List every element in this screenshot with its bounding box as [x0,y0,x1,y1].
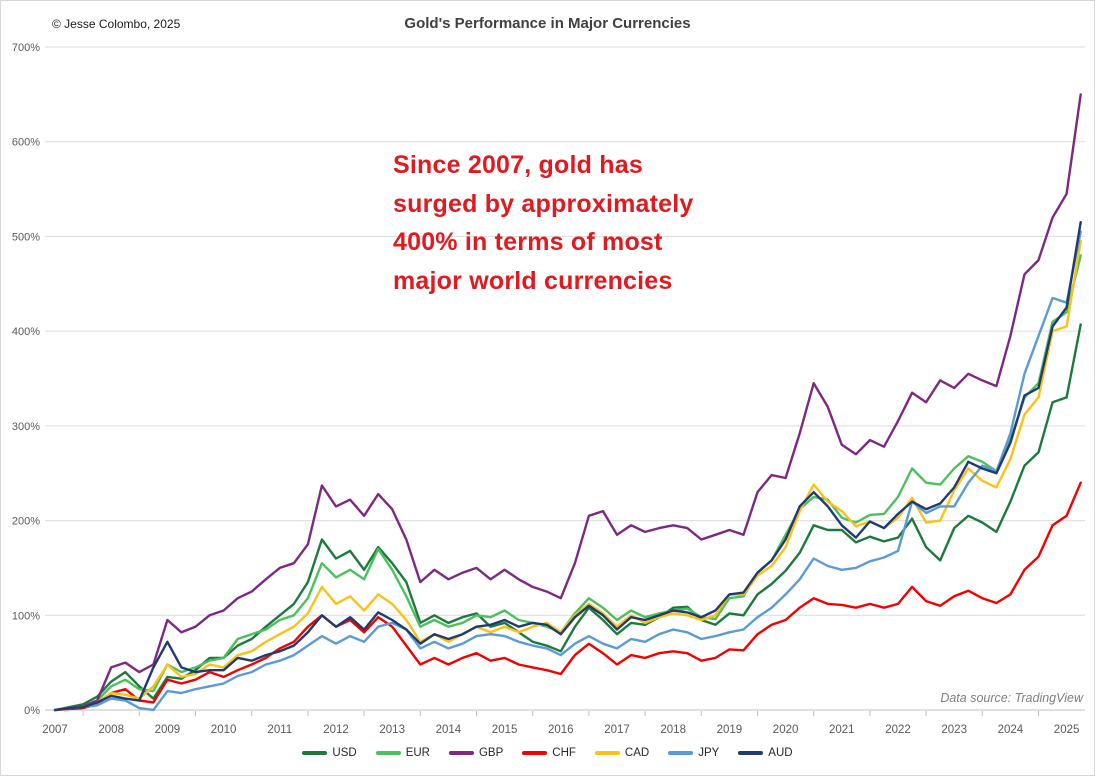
legend-swatch-JPY [668,751,694,755]
copyright-text: © Jesse Colombo, 2025 [52,17,181,31]
series-line-EUR [53,254,1082,712]
series-lines [53,93,1082,712]
y-tick-label: 700% [12,42,40,54]
x-tick-label: 2019 [717,724,743,736]
y-tick-label: 300% [12,421,40,433]
annotation-line-4: major world currencies [393,266,673,295]
y-tick-label: 500% [12,231,40,243]
x-tick-label: 2014 [436,724,462,736]
x-tick-label: 2024 [998,724,1024,736]
series-line-JPY [53,230,1082,712]
x-tick-label: 2010 [211,724,237,736]
series-line-CHF [53,481,1082,712]
legend-item-EUR: EUR [375,747,430,759]
x-tick-label: 2023 [941,724,967,736]
series-line-USD [53,323,1082,712]
x-tick-label: 2015 [492,724,518,736]
legend-swatch-GBP [448,751,474,755]
legend-label-EUR: EUR [405,747,430,759]
x-tick-label: 2021 [829,724,855,736]
chart-title: Gold's Performance in Major Currencies [404,15,691,32]
legend-item-JPY: JPY [668,747,719,759]
legend-swatch-CAD [594,751,620,755]
series-line-CAD [53,239,1082,712]
legend-label-JPY: JPY [698,747,720,759]
x-axis-ticks [82,711,1039,716]
x-tick-label: 2007 [42,724,68,736]
legend-item-GBP: GBP [448,747,504,759]
chart-legend: USD EUR GBP CHF CAD JPY AUD [0,747,1095,759]
legend-item-AUD: AUD [738,747,793,759]
series-line-GBP [53,93,1082,712]
legend-label-CAD: CAD [624,747,650,759]
y-tick-label: 100% [12,610,40,622]
x-tick-label: 2011 [267,724,292,736]
y-tick-label: 400% [12,326,40,338]
annotation-line-2: surged by approximately [393,189,694,218]
x-tick-label: 2020 [773,724,799,736]
x-tick-label: 2008 [98,724,124,736]
y-tick-label: 600% [12,137,40,149]
data-source-credit: Data source: TradingView [940,691,1083,705]
y-tick-label: 0% [24,705,40,717]
x-axis-labels: 2007 2008 2009 2010 2011 2012 2013 2014 2015 2016… [42,724,1079,736]
x-tick-label: 2025 [1054,724,1080,736]
legend-label-AUD: AUD [768,747,793,759]
annotation-line-3: 400% in terms of most [393,228,663,256]
y-tick-label: 200% [12,516,40,528]
gridlines [45,46,1085,711]
x-tick-label: 2018 [660,724,686,736]
annotation-line-1: Since 2007, gold has [393,151,643,179]
annotation-callout: Since 2007, gold has surged by approxima… [393,146,694,300]
legend-item-CAD: CAD [594,747,650,759]
x-tick-label: 2017 [604,724,630,736]
y-axis-labels: 0% 100% 200% 300% 400% 500% 600% 700% [12,42,40,717]
legend-swatch-AUD [738,751,764,755]
legend-item-CHF: CHF [522,747,576,759]
legend-label-USD: USD [332,747,357,759]
x-tick-label: 2009 [155,724,181,736]
series-line-AUD [53,220,1082,712]
x-tick-label: 2016 [548,724,574,736]
x-tick-label: 2013 [379,724,405,736]
legend-swatch-USD [302,751,328,755]
legend-swatch-CHF [522,751,548,755]
legend-label-CHF: CHF [552,747,576,759]
legend-item-USD: USD [302,747,357,759]
legend-label-GBP: GBP [478,747,504,759]
x-tick-label: 2012 [323,724,349,736]
legend-swatch-EUR [375,751,401,755]
x-tick-label: 2022 [885,724,911,736]
